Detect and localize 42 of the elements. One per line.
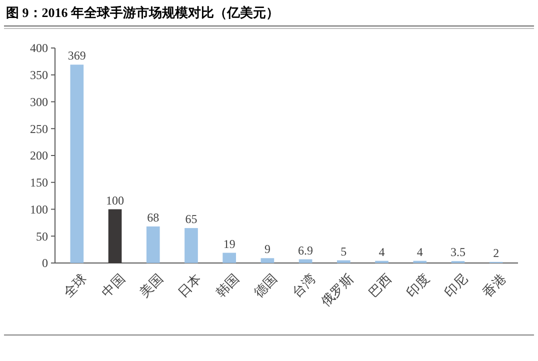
data-label: 9 xyxy=(264,242,270,256)
x-tick-label: 香港 xyxy=(480,270,509,300)
x-tick-label: 美国 xyxy=(136,270,166,300)
data-label: 65 xyxy=(185,212,198,226)
bar xyxy=(260,258,274,263)
y-tick-label: 100 xyxy=(30,202,48,216)
bar xyxy=(298,259,312,263)
y-tick-label: 250 xyxy=(30,122,48,136)
bar xyxy=(222,252,236,263)
y-tick-label: 200 xyxy=(30,148,48,163)
data-label: 4 xyxy=(378,244,385,259)
data-label: 19 xyxy=(223,236,236,251)
data-label: 3.5 xyxy=(450,245,466,260)
data-label: 100 xyxy=(106,193,124,208)
bar xyxy=(146,226,160,263)
x-tick-label: 台湾 xyxy=(289,270,318,300)
y-tick-label: 50 xyxy=(36,229,48,244)
y-tick-label: 350 xyxy=(30,68,48,82)
data-label: 6.9 xyxy=(298,243,314,258)
y-tick-label: 300 xyxy=(30,94,48,109)
x-tick-label: 印尼 xyxy=(442,270,471,300)
bar xyxy=(336,260,350,263)
x-tick-label: 全球 xyxy=(60,270,90,300)
chart-title: 图 9：2016 年全球手游市场规模对比（亿美元） xyxy=(6,5,279,20)
data-label: 2 xyxy=(493,246,500,260)
x-tick-label: 印度 xyxy=(403,270,432,300)
x-tick-label: 日本 xyxy=(174,270,204,300)
y-tick-label: 400 xyxy=(30,41,48,56)
x-tick-label: 韩国 xyxy=(212,270,242,300)
data-label: 4 xyxy=(416,244,423,259)
x-tick-label: 德国 xyxy=(251,270,280,300)
bar xyxy=(70,64,84,263)
y-tick-label: 150 xyxy=(30,176,48,190)
bar xyxy=(184,228,198,263)
x-tick-label: 俄罗斯 xyxy=(318,270,356,310)
bar xyxy=(108,209,122,263)
x-tick-label: 巴西 xyxy=(365,270,394,300)
x-tick-label: 中国 xyxy=(98,270,128,300)
data-label: 369 xyxy=(68,48,86,63)
y-tick-label: 0 xyxy=(42,256,48,270)
data-label: 5 xyxy=(340,244,347,258)
data-label: 68 xyxy=(147,210,160,224)
